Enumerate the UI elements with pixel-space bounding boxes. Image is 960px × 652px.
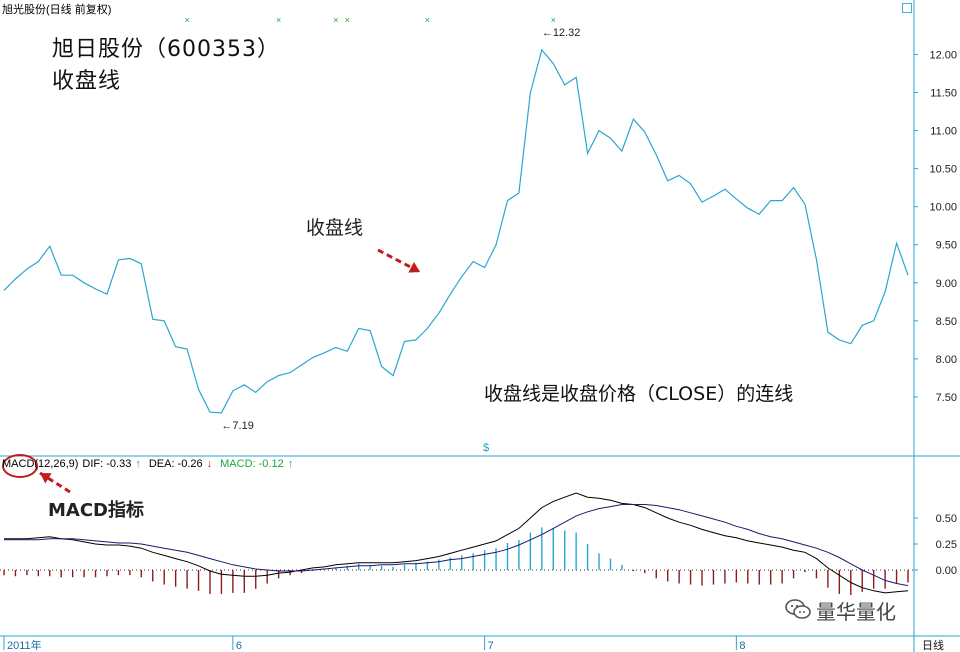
signal-mark: × xyxy=(184,15,189,25)
macd-annotation: MACD指标 xyxy=(48,500,144,521)
wechat-icon xyxy=(785,599,811,619)
high-price-label: ←12.32 xyxy=(542,27,581,39)
overlay-subtitle: 收盘线 xyxy=(52,69,122,94)
macd-params: MACD(12,26,9) xyxy=(2,458,79,470)
dea-line xyxy=(4,504,909,587)
date-tick-label: 8 xyxy=(739,640,745,652)
timeframe-label: 日线 xyxy=(922,638,944,652)
date-tick-label: 7 xyxy=(488,640,494,652)
signal-mark: × xyxy=(551,15,556,25)
dif-line xyxy=(4,492,909,594)
low-price-label: ←7.19 xyxy=(221,420,253,432)
window-toggle-icon[interactable] xyxy=(902,3,912,13)
macd-indicator-bar[interactable]: MACD(12,26,9) DIF: -0.33 ↑ DEA: -0.26 ↓ MACD:… xyxy=(2,458,301,470)
price-tick-label: 8.50 xyxy=(936,316,957,328)
dif-value: DIF: -0.33 ↑ xyxy=(82,458,141,470)
macd-arrow-pointer-icon xyxy=(39,471,71,494)
signal-mark: × xyxy=(345,15,350,25)
price-tick-label: 11.50 xyxy=(930,88,957,100)
macd-tick-label: 0.00 xyxy=(936,565,957,577)
stock-name-header: 旭光股份(日线 前复权) xyxy=(2,4,112,16)
close-line-note: 收盘线是收盘价格（CLOSE）的连线 xyxy=(484,383,794,405)
date-tick-label: 6 xyxy=(236,640,242,652)
macd-tick-label: 0.50 xyxy=(936,513,957,525)
price-tick-label: 9.50 xyxy=(936,240,957,252)
dea-value: DEA: -0.26 ↓ xyxy=(148,458,213,470)
signal-mark: × xyxy=(425,15,430,25)
watermark-text: 量华量化 xyxy=(816,600,896,624)
price-tick-label: 11.00 xyxy=(930,126,957,138)
split-marker-icon: $ xyxy=(483,442,490,454)
macd-value: MACD: -0.12 ↑ xyxy=(220,458,294,470)
overlay-title: 旭日股份（600353） xyxy=(52,37,280,62)
dea-arrow-icon: ↓ xyxy=(206,458,213,470)
price-tick-label: 7.50 xyxy=(936,392,957,404)
macd-tick-label: 0.25 xyxy=(936,539,957,551)
close-line-annotation: 收盘线 xyxy=(306,217,364,239)
signal-mark: × xyxy=(276,15,281,25)
price-tick-label: 12.00 xyxy=(929,49,957,61)
close-price-line xyxy=(3,48,909,414)
macd-highlight-circle xyxy=(2,454,38,478)
signal-mark: × xyxy=(333,15,338,25)
macd-arrow-icon: ↑ xyxy=(287,458,294,470)
close-line-arrow-icon xyxy=(377,248,421,274)
price-tick-label: 8.00 xyxy=(936,354,957,366)
price-tick-label: 9.00 xyxy=(936,278,957,290)
date-tick-label: 2011年 xyxy=(7,638,42,652)
dif-arrow-icon: ↑ xyxy=(135,458,141,470)
price-tick-label: 10.50 xyxy=(929,164,957,176)
price-tick-label: 10.00 xyxy=(929,202,957,214)
